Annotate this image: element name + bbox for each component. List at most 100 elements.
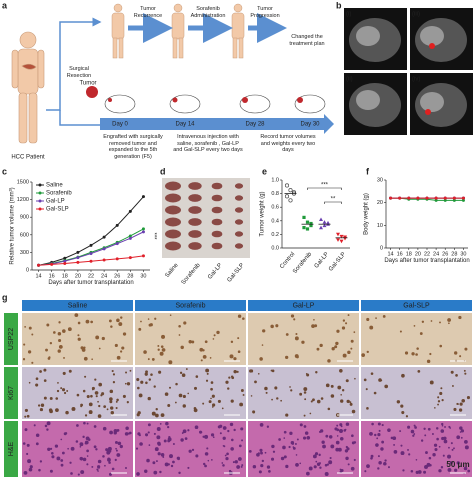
- legend-label: Gal-LP: [46, 199, 65, 205]
- point: [76, 250, 80, 254]
- patient-label: HCC Patient: [11, 155, 45, 161]
- y-tick-label: 30: [377, 177, 383, 183]
- group-label: Sorafenib: [181, 262, 203, 286]
- point: [339, 239, 344, 244]
- x-tick-label: 26: [442, 251, 448, 257]
- micrograph: [22, 313, 133, 365]
- nuclei: [361, 315, 468, 364]
- legend-label: Sorafenib: [46, 191, 72, 197]
- x-axis-title: Days after tumor transplantation: [384, 258, 470, 264]
- panel-label: g: [2, 292, 8, 302]
- point: [309, 223, 313, 228]
- x-tick-label: 26: [114, 273, 120, 279]
- y-tick-label: 0.6: [271, 205, 279, 211]
- tumor: [165, 205, 181, 215]
- point: [322, 220, 327, 224]
- bracket: [324, 201, 342, 204]
- point: [434, 196, 438, 200]
- point: [128, 236, 132, 240]
- row-label: USP22: [8, 328, 15, 350]
- y-tick-label: 1.0: [271, 177, 279, 183]
- tumor: [165, 217, 181, 227]
- scan-label: (i): [346, 12, 351, 18]
- point: [302, 215, 306, 219]
- mice: [104, 94, 326, 114]
- tumor: [211, 206, 223, 214]
- group-label: Saline: [164, 262, 180, 279]
- legend-marker: [38, 207, 42, 211]
- row-header: [4, 421, 18, 477]
- point: [115, 257, 119, 261]
- point: [288, 198, 293, 203]
- column-label: Sorafenib: [176, 302, 206, 309]
- x-tick-label: Sorafenib: [292, 251, 314, 275]
- surgery-label: Surgical Resection: [66, 66, 92, 79]
- y-axis-title: Body weight (g): [364, 193, 370, 235]
- bracket: [307, 187, 342, 190]
- point: [309, 221, 313, 226]
- point: [102, 258, 106, 262]
- point: [128, 234, 132, 238]
- panel-label: d: [160, 166, 166, 176]
- tumor: [234, 243, 244, 249]
- step-label: Tumor Recurrence: [133, 6, 163, 19]
- tumor-label: Tumor: [79, 81, 96, 87]
- x-tick-label: Gal-LP: [314, 251, 331, 269]
- point: [89, 259, 93, 263]
- small-figures: [111, 3, 245, 59]
- group-label: Gal-LP: [207, 262, 224, 280]
- point: [407, 196, 411, 200]
- tumor: [234, 195, 244, 201]
- x-tick-label: 28: [451, 251, 457, 257]
- tumor: [165, 229, 181, 239]
- step-label: Sorafenib Administration: [190, 6, 226, 19]
- point: [89, 252, 93, 256]
- scan-label: (iii): [412, 12, 420, 18]
- x-tick-label: 22: [88, 273, 94, 279]
- flow-arrow: [59, 110, 100, 126]
- micrograph: [135, 367, 246, 419]
- point: [63, 259, 67, 263]
- point: [284, 194, 290, 199]
- point: [76, 260, 80, 264]
- tumor: [188, 242, 202, 250]
- row-header: [4, 313, 18, 365]
- micrograph: [135, 421, 246, 477]
- x-tick-label: 20: [75, 273, 81, 279]
- point: [50, 262, 54, 266]
- point: [63, 262, 67, 266]
- y-tick-label: 0: [380, 245, 383, 251]
- tumor: [165, 193, 181, 203]
- row-label: H&E: [8, 441, 15, 456]
- nuclei: [22, 313, 127, 364]
- point: [461, 198, 465, 202]
- x-axis-title: Days after tumor transplantation: [48, 280, 134, 286]
- protocol-note: Record tumor volumes and weights every t…: [260, 134, 316, 153]
- x-tick-label: 22: [424, 251, 430, 257]
- x-tick-label: 20: [415, 251, 421, 257]
- point: [141, 230, 145, 234]
- tumor: [188, 182, 202, 190]
- tumor: [234, 219, 244, 225]
- y-tick-label: 600: [20, 232, 29, 238]
- tumor: [211, 182, 223, 190]
- point: [128, 209, 132, 213]
- y-tick-label: 900: [20, 215, 29, 221]
- y-tick-label: 0: [26, 267, 29, 273]
- panel-label: f: [366, 166, 370, 176]
- point: [319, 225, 323, 230]
- x-tick-label: 30: [460, 251, 466, 257]
- flow-arrow: [46, 17, 102, 111]
- point: [443, 198, 447, 202]
- x-tick-label: 24: [101, 273, 107, 279]
- tumor: [188, 206, 202, 214]
- tumor: [165, 181, 181, 191]
- micrograph: [248, 313, 359, 365]
- ct-scans: [344, 8, 473, 135]
- tumor: [234, 207, 244, 213]
- y-tick-label: 0.4: [271, 218, 279, 224]
- x-tick-label: 14: [35, 273, 41, 279]
- day-label: Day 30: [300, 122, 320, 128]
- nuclei: [364, 422, 471, 475]
